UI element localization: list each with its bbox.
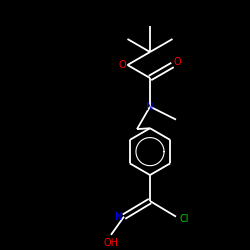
Text: O: O (174, 57, 181, 67)
Text: OH: OH (104, 238, 118, 248)
Text: Cl: Cl (179, 214, 189, 224)
Text: N: N (115, 212, 123, 222)
Text: N: N (146, 102, 154, 112)
Text: O: O (119, 60, 126, 70)
